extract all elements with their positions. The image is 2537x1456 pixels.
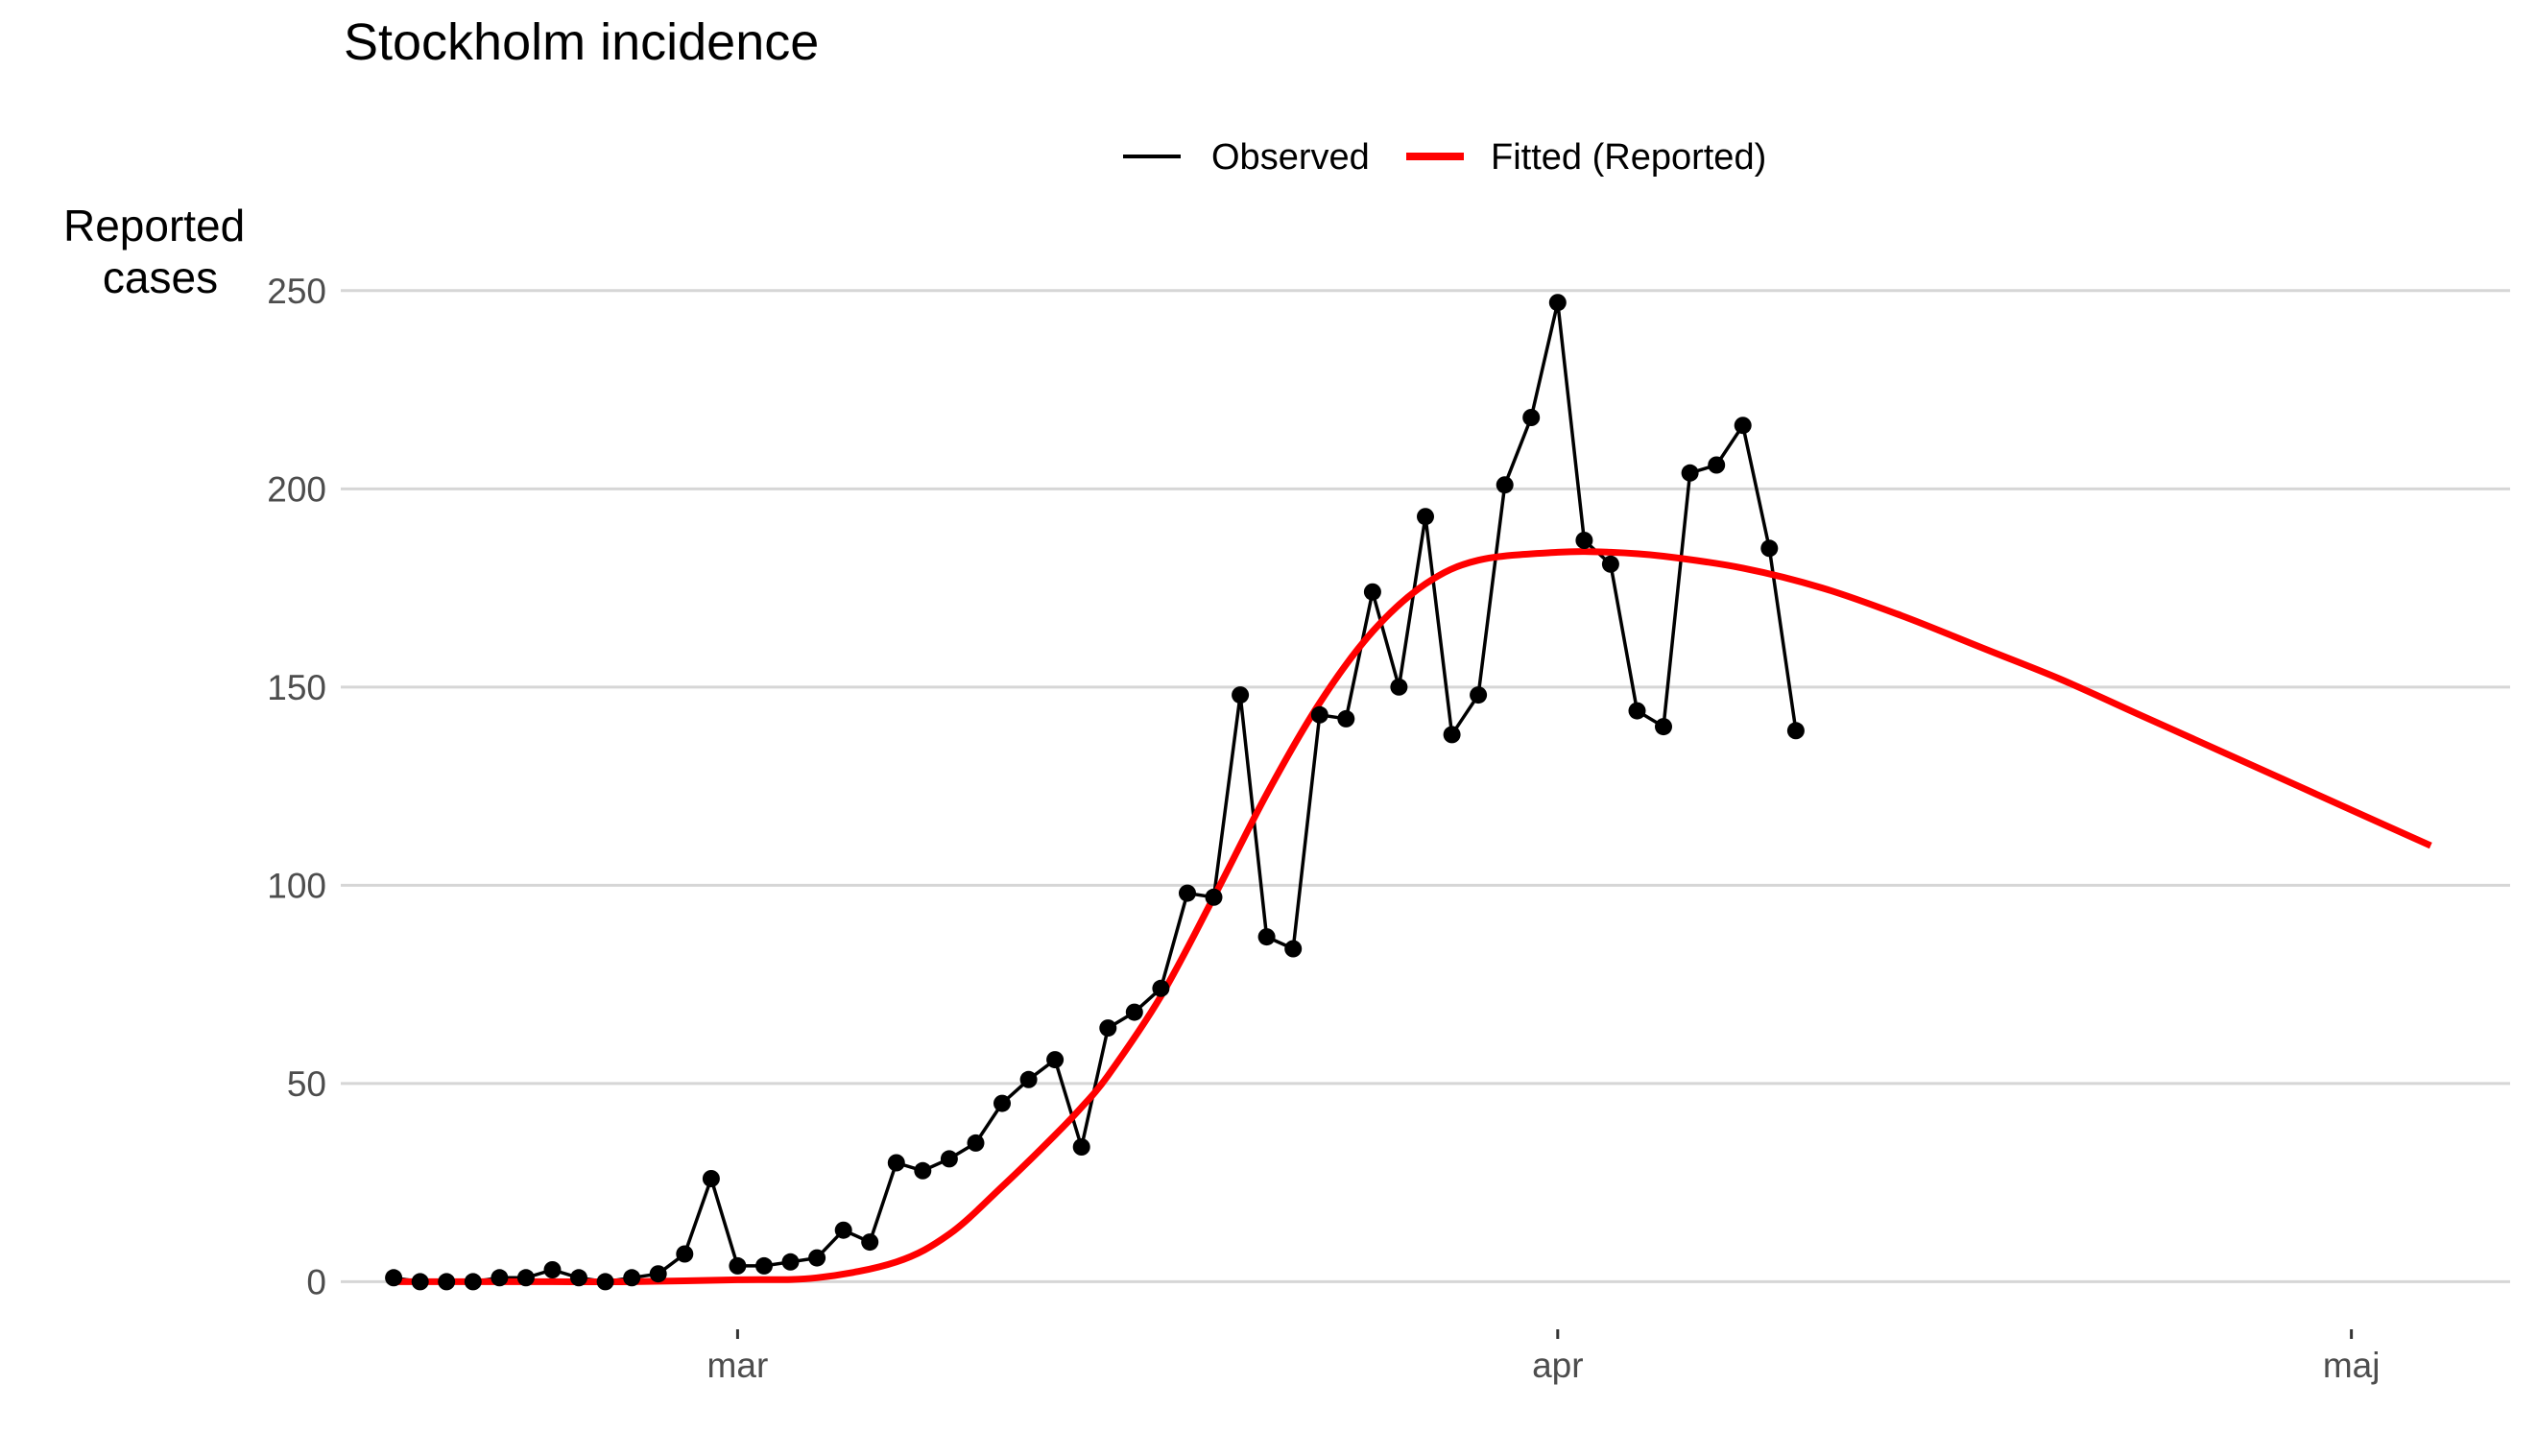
data-point-observed-2020-02-22 <box>516 1269 535 1287</box>
data-point-observed-2020-03-12 <box>1019 1070 1038 1088</box>
data-point-observed-2020-02-19 <box>438 1273 456 1291</box>
y-axis-label-line2: cases <box>103 252 218 302</box>
data-point-observed-2020-03-07 <box>887 1154 905 1172</box>
data-point-observed-2020-04-01 <box>1548 294 1567 312</box>
y-tick-label-0: 0 <box>306 1262 326 1301</box>
x-axis-ticks: mar apr maj <box>707 1329 2381 1385</box>
data-point-observed-2020-04-05 <box>1655 718 1672 736</box>
data-point-observed-2020-02-25 <box>596 1273 614 1291</box>
data-point-observed-2020-03-04 <box>808 1249 826 1267</box>
data-point-observed-2020-03-05 <box>834 1221 852 1239</box>
data-point-observed-2020-04-08 <box>1734 417 1752 435</box>
data-point-observed-2020-02-21 <box>491 1269 509 1287</box>
data-point-observed-2020-03-06 <box>861 1233 879 1252</box>
data-point-observed-2020-03-28 <box>1443 726 1461 744</box>
data-point-observed-2020-03-17 <box>1152 979 1170 997</box>
x-tick-label-apr: apr <box>1532 1346 1583 1385</box>
y-axis-label-line1: Reported <box>63 201 245 251</box>
data-point-observed-2020-02-23 <box>543 1261 562 1278</box>
data-point-observed-2020-04-09 <box>1760 539 1779 558</box>
data-point-observed-2020-03-15 <box>1099 1019 1117 1038</box>
y-tick-label-100: 100 <box>267 866 326 905</box>
data-point-observed-2020-02-29 <box>702 1170 720 1187</box>
data-point-observed-2020-03-31 <box>1522 409 1541 426</box>
data-point-observed-2020-03-03 <box>781 1253 800 1271</box>
data-point-observed-2020-04-10 <box>1786 722 1805 740</box>
data-point-observed-2020-02-20 <box>464 1273 482 1291</box>
x-tick-label-maj: maj <box>2323 1346 2381 1385</box>
data-point-observed-2020-03-13 <box>1046 1051 1065 1069</box>
y-tick-label-150: 150 <box>267 668 326 707</box>
legend: Observed Fitted (Reported) <box>1123 137 1766 178</box>
y-tick-label-250: 250 <box>267 272 326 311</box>
data-point-observed-2020-03-30 <box>1496 476 1514 494</box>
legend-observed-label: Observed <box>1211 137 1370 178</box>
data-point-observed-2020-03-16 <box>1125 1003 1143 1021</box>
data-point-observed-2020-03-19 <box>1205 888 1223 906</box>
grid <box>341 289 2510 1283</box>
data-point-observed-2020-03-18 <box>1179 884 1196 902</box>
data-point-observed-2020-03-24 <box>1337 709 1355 728</box>
x-tick-label-mar: mar <box>707 1346 769 1385</box>
data-point-observed-2020-03-22 <box>1284 940 1303 958</box>
data-point-observed-2020-02-28 <box>676 1245 694 1263</box>
legend-fitted-label: Fitted (Reported) <box>1491 137 1766 178</box>
data-point-observed-2020-04-02 <box>1575 532 1593 549</box>
data-point-observed-2020-03-10 <box>967 1134 985 1152</box>
data-point-observed-2020-02-18 <box>411 1273 429 1291</box>
data-point-observed-2020-03-02 <box>755 1256 773 1275</box>
y-tick-label-50: 50 <box>287 1064 326 1104</box>
data-point-observed-2020-04-07 <box>1708 456 1726 474</box>
data-point-observed-2020-03-14 <box>1072 1138 1090 1156</box>
data-point-observed-2020-03-21 <box>1257 928 1276 946</box>
series-line-observed <box>393 300 1798 1284</box>
data-point-observed-2020-03-29 <box>1470 686 1488 704</box>
data-point-observed-2020-03-20 <box>1232 686 1250 704</box>
y-axis-label: Reported cases <box>63 201 257 302</box>
data-point-observed-2020-03-25 <box>1363 583 1381 601</box>
data-point-observed-2020-03-26 <box>1390 678 1408 696</box>
data-point-observed-2020-02-24 <box>570 1269 587 1287</box>
data-point-observed-2020-04-03 <box>1601 555 1619 573</box>
y-tick-label-200: 200 <box>267 469 326 509</box>
chart-title: Stockholm incidence <box>344 13 819 71</box>
data-point-observed-2020-04-06 <box>1681 464 1699 482</box>
data-point-observed-2020-03-08 <box>914 1161 932 1180</box>
data-point-observed-2020-03-09 <box>940 1150 958 1168</box>
data-point-observed-2020-03-23 <box>1310 705 1328 724</box>
data-point-observed-2020-03-27 <box>1417 508 1434 526</box>
data-point-observed-2020-02-26 <box>623 1269 641 1287</box>
data-point-observed-2020-03-01 <box>729 1256 747 1275</box>
series <box>385 294 2432 1291</box>
y-axis-ticks: 0 50 100 150 200 250 <box>267 272 326 1302</box>
data-point-observed-2020-02-27 <box>649 1265 667 1283</box>
data-point-observed-2020-03-11 <box>993 1094 1011 1112</box>
series-line-fitted <box>394 548 2432 1286</box>
data-point-observed-2020-02-17 <box>385 1269 403 1287</box>
data-point-observed-2020-04-04 <box>1628 702 1646 720</box>
